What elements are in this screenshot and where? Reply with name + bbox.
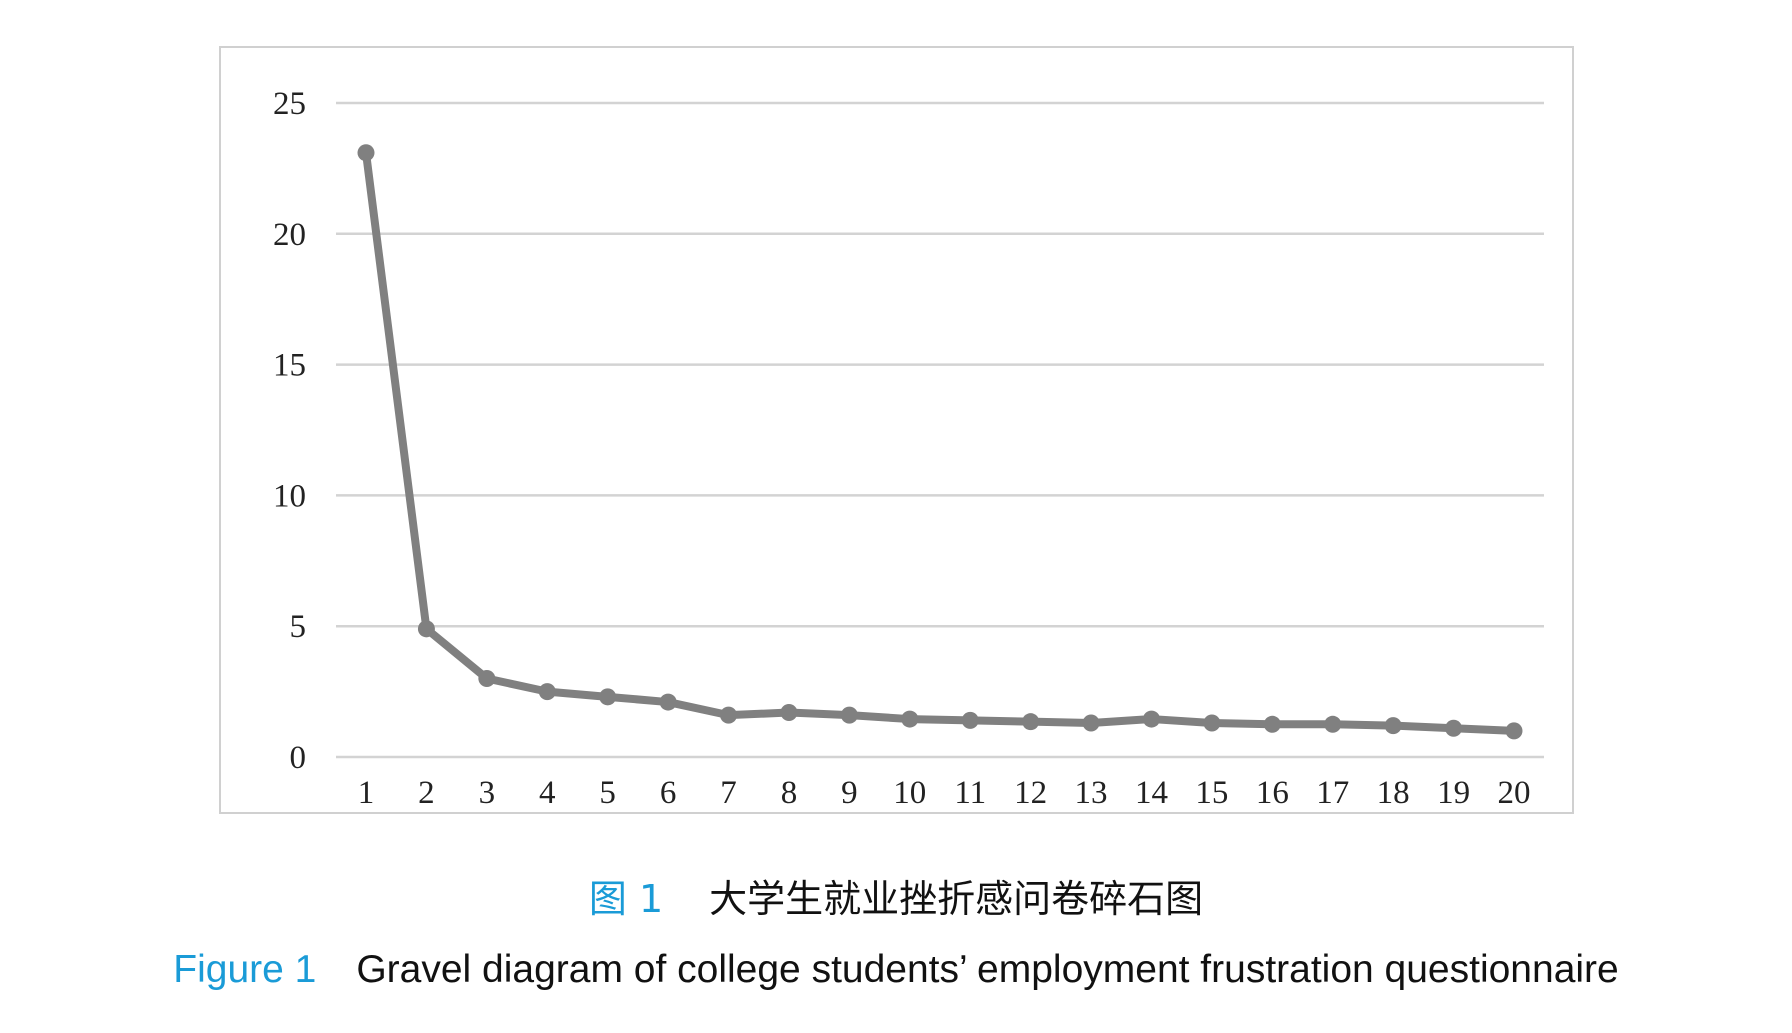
data-point xyxy=(840,706,858,724)
data-point xyxy=(1203,714,1221,732)
grid-lines xyxy=(336,101,1544,759)
x-tick-label: 14 xyxy=(1135,775,1168,811)
series-line-path xyxy=(362,148,1518,735)
x-tick-label: 16 xyxy=(1256,775,1289,811)
x-tick-label: 6 xyxy=(660,775,677,811)
data-point xyxy=(1022,713,1040,731)
x-tick-label: 19 xyxy=(1437,775,1470,811)
data-point xyxy=(1263,715,1281,733)
x-tick-label: 9 xyxy=(841,775,858,811)
y-tick-label: 15 xyxy=(273,348,306,384)
x-tick-label: 5 xyxy=(599,775,616,811)
y-tick-label: 5 xyxy=(290,609,307,645)
figure-label-chinese: 图 1 xyxy=(588,877,664,921)
data-point xyxy=(357,144,375,162)
x-tick-label: 12 xyxy=(1014,775,1047,811)
y-tick-labels: 0 5 10 15 20 25 xyxy=(273,86,306,776)
data-point xyxy=(1505,722,1523,740)
data-points xyxy=(357,144,1523,740)
x-tick-label: 2 xyxy=(418,775,435,811)
data-point xyxy=(478,670,496,688)
data-point xyxy=(961,711,979,729)
y-tick-label: 10 xyxy=(273,478,306,514)
data-point xyxy=(1142,710,1160,728)
x-tick-labels: 1 2 3 4 5 6 7 8 9 10 11 12 13 14 15 16 17 18 19 20 xyxy=(358,775,1531,811)
data-point xyxy=(780,704,798,722)
data-point xyxy=(1384,717,1402,735)
x-tick-label: 18 xyxy=(1377,775,1410,811)
y-tick-label: 20 xyxy=(273,217,306,253)
data-point xyxy=(1445,719,1463,737)
data-point xyxy=(720,706,738,724)
chart-frame xyxy=(219,46,1574,814)
y-tick-label: 0 xyxy=(290,740,307,776)
figure-title-chinese: 大学生就业挫折感问卷碎石图 xyxy=(709,877,1204,921)
data-point xyxy=(901,710,919,728)
x-tick-label: 3 xyxy=(479,775,496,811)
x-tick-label: 4 xyxy=(539,775,556,811)
x-tick-label: 8 xyxy=(781,775,798,811)
x-tick-label: 7 xyxy=(720,775,737,811)
y-tick-label: 25 xyxy=(273,86,306,122)
data-point xyxy=(1324,715,1342,733)
figure-title-english: Gravel diagram of college students’ empl… xyxy=(356,948,1619,991)
x-tick-label: 20 xyxy=(1498,775,1531,811)
series-line xyxy=(362,148,1518,735)
data-point xyxy=(599,688,617,706)
figure-caption-chinese: 图 1 大学生就业挫折感问卷碎石图 xyxy=(0,868,1792,923)
x-tick-label: 15 xyxy=(1195,775,1228,811)
x-tick-label: 13 xyxy=(1075,775,1108,811)
x-tick-label: 1 xyxy=(358,775,375,811)
figure-caption-english: Figure 1 Gravel diagram of college studen… xyxy=(0,948,1792,992)
figure-label-english: Figure 1 xyxy=(173,948,317,991)
data-point xyxy=(538,683,556,701)
data-point xyxy=(417,620,435,638)
data-point xyxy=(1082,714,1100,732)
x-tick-label: 17 xyxy=(1316,775,1349,811)
x-tick-label: 11 xyxy=(954,775,986,811)
x-tick-label: 10 xyxy=(893,775,926,811)
data-point xyxy=(659,693,677,711)
